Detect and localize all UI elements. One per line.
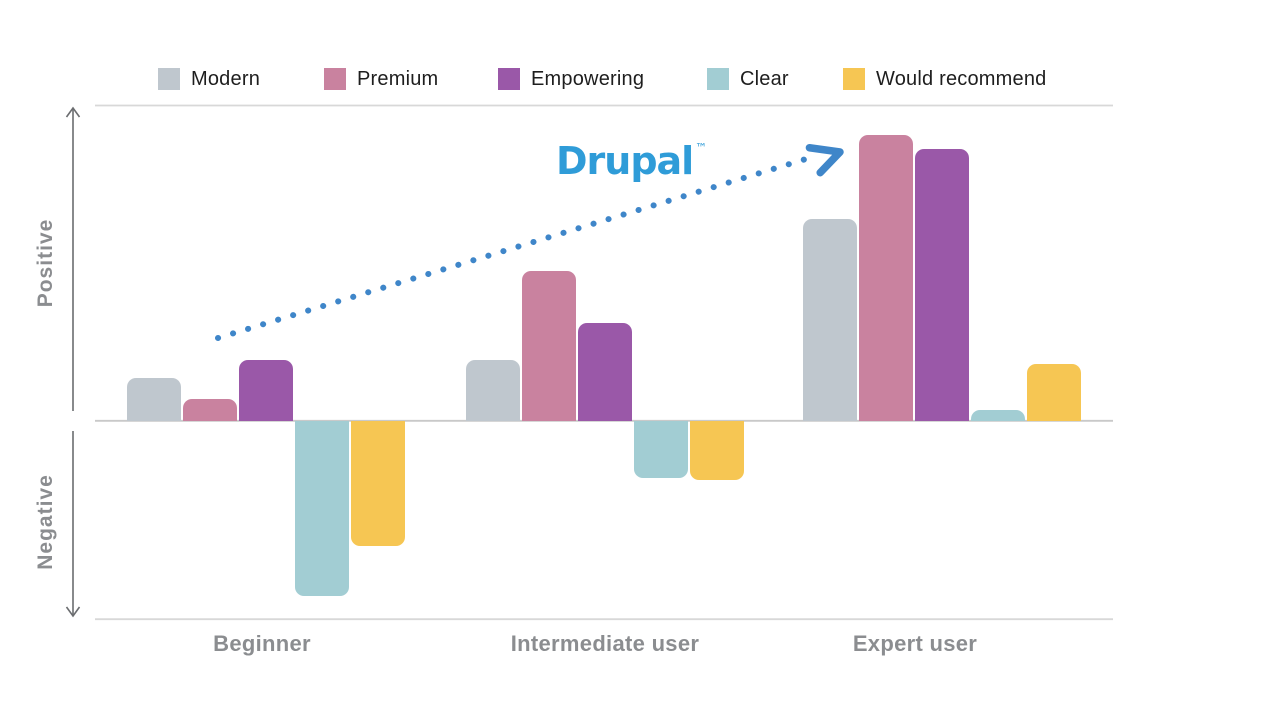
drupal-logo: Drupal ™ [556,139,707,183]
bar-premium-beginner [183,399,237,421]
legend-label: Clear [740,67,789,90]
bar-empowering-intermediate-user [578,323,632,421]
legend-label: Would recommend [876,67,1047,90]
legend-swatch-empowering [498,68,520,90]
category-label-beginner: Beginner [213,631,311,656]
bar-clear-expert-user [971,410,1025,421]
category-label-expert-user: Expert user [852,631,978,656]
legend-swatch-premium [324,68,346,90]
bar-modern-beginner [127,378,181,421]
legend-item-modern: Modern [158,67,260,91]
legend-item-empowering: Empowering [498,67,644,91]
bar-clear-beginner [295,421,349,596]
bar-would-recommend-intermediate-user [690,421,744,480]
bar-empowering-beginner [239,360,293,421]
bar-would-recommend-expert-user [1027,364,1081,421]
category-label-intermediate-user: Intermediate user [510,631,700,656]
legend-swatch-modern [158,68,180,90]
legend-label: Empowering [531,67,645,90]
y-axis-label-positive: Positive [34,218,57,308]
bar-clear-intermediate-user [634,421,688,478]
trademark-symbol: ™ [695,141,708,155]
bar-modern-intermediate-user [466,360,520,421]
legend-item-premium: Premium [324,67,438,91]
bar-empowering-expert-user [915,149,969,421]
legend-swatch-clear [707,68,729,90]
y-axis-label-negative: Negative [34,474,57,570]
legend-swatch-would-recommend [843,68,865,90]
legend-item-clear: Clear [707,67,789,91]
legend-label: Premium [357,67,439,90]
bar-modern-expert-user [803,219,857,421]
legend-item-would-recommend: Would recommend [843,67,1046,91]
bar-premium-expert-user [859,135,913,421]
bar-premium-intermediate-user [522,271,576,421]
bar-would-recommend-beginner [351,421,405,546]
drupal-logo-text: Drupal [556,139,694,183]
legend-label: Modern [191,67,261,90]
